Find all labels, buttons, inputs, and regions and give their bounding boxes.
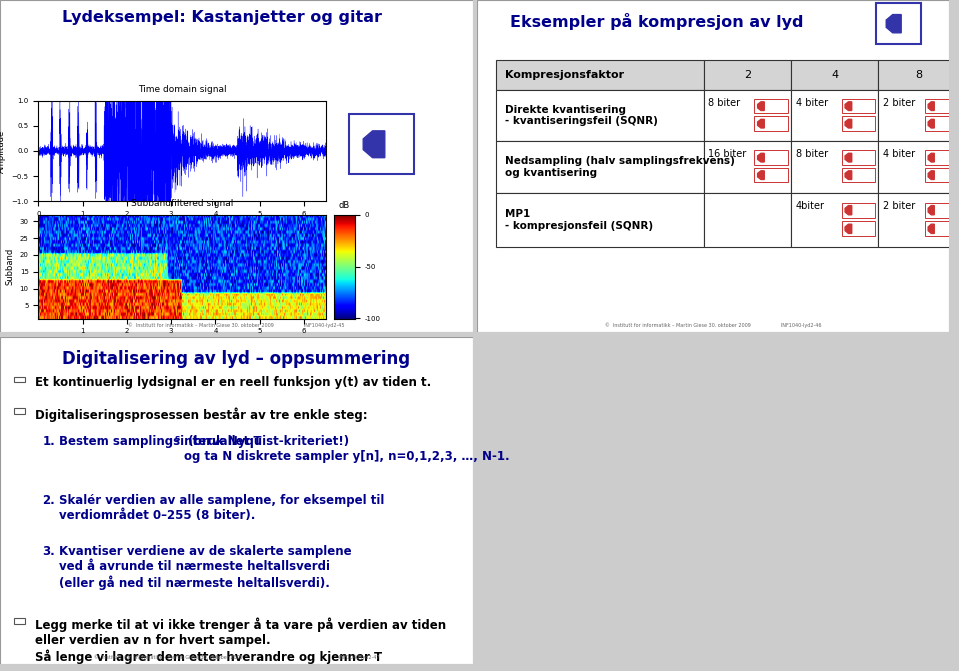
Text: 4: 4 (831, 70, 838, 80)
Text: Skalér verdien av alle samplene, for eksempel til
verdiområdet 0–255 (8 biter).: Skalér verdien av alle samplene, for eks… (59, 494, 385, 521)
Text: Kompresjonsfaktor: Kompresjonsfaktor (505, 70, 624, 80)
Text: Et kontinuerlig lydsignal er en reell funksjon y(t) av tiden t.: Et kontinuerlig lydsignal er en reell fu… (35, 376, 432, 389)
Polygon shape (845, 119, 852, 128)
Text: ©  Institutt for informatikk – Martin Giese 30. oktober 2009                    : © Institutt for informatikk – Martin Gie… (129, 323, 344, 328)
Y-axis label: Amplitude: Amplitude (0, 130, 6, 172)
Text: Digitaliseringsprosessen består av tre enkle steg:: Digitaliseringsprosessen består av tre e… (35, 407, 368, 422)
Text: 1.: 1. (42, 435, 56, 448)
Bar (842, 117, 875, 131)
Bar (878, 193, 959, 248)
Polygon shape (758, 153, 764, 162)
Bar (496, 60, 704, 90)
Bar (496, 90, 704, 141)
Bar (704, 141, 791, 193)
Bar (925, 168, 956, 183)
Text: 4 biter: 4 biter (883, 149, 915, 159)
Polygon shape (363, 131, 385, 158)
Bar (14, 408, 25, 413)
Text: ©  Institutt  for  informatikk – Martin Giese 30. oktober 2009                  : © Institutt for informatikk – Martin Gie… (94, 655, 379, 660)
Bar (842, 99, 875, 113)
Text: ©  Institutt for informatikk – Martin Giese 30. oktober 2009                    : © Institutt for informatikk – Martin Gie… (605, 323, 821, 328)
Title: Time domain signal: Time domain signal (138, 85, 226, 95)
Polygon shape (845, 224, 852, 234)
Text: 2.: 2. (42, 494, 56, 507)
Text: Digitalisering av lyd – oppsummering: Digitalisering av lyd – oppsummering (62, 350, 410, 368)
Bar (925, 150, 956, 165)
Text: Kvantiser verdiene av de skalerte samplene
ved å avrunde til nærmeste heltallsve: Kvantiser verdiene av de skalerte sample… (59, 545, 352, 590)
Bar (791, 60, 878, 90)
Bar (755, 168, 787, 183)
Bar (496, 193, 704, 248)
Text: Nedsampling (halv samplingsfrekvens)
og kvantisering: Nedsampling (halv samplingsfrekvens) og … (505, 156, 735, 178)
Bar (791, 193, 878, 248)
Y-axis label: Subband: Subband (5, 248, 14, 285)
Text: 4 biter: 4 biter (796, 97, 828, 107)
Text: 2 biter: 2 biter (883, 201, 916, 211)
Text: 4biter: 4biter (796, 201, 825, 211)
Text: 16 biter: 16 biter (709, 149, 746, 159)
Bar (878, 60, 959, 90)
Bar (842, 203, 875, 218)
Text: 2 biter: 2 biter (883, 97, 916, 107)
Polygon shape (928, 224, 934, 234)
Bar (14, 376, 25, 382)
Polygon shape (845, 102, 852, 111)
Text: 2: 2 (744, 70, 751, 80)
Bar (842, 221, 875, 236)
Bar (878, 141, 959, 193)
Bar (791, 141, 878, 193)
Polygon shape (928, 205, 934, 215)
Text: Bestem samplingsintervallet T: Bestem samplingsintervallet T (59, 435, 262, 448)
Bar (755, 117, 787, 131)
Polygon shape (845, 205, 852, 215)
Bar (842, 150, 875, 165)
Polygon shape (928, 119, 934, 128)
Text: 8: 8 (915, 70, 923, 80)
Text: Lydeksempel: Kastanjetter og gitar: Lydeksempel: Kastanjetter og gitar (62, 10, 383, 25)
Bar (14, 618, 25, 624)
Bar (704, 193, 791, 248)
Bar (925, 203, 956, 218)
Bar (925, 221, 956, 236)
Text: 3.: 3. (42, 545, 56, 558)
Text: dB: dB (339, 201, 350, 209)
Bar (755, 150, 787, 165)
Text: s: s (175, 433, 180, 443)
Bar (755, 99, 787, 113)
Text: MP1
- kompresjonsfeil (SQNR): MP1 - kompresjonsfeil (SQNR) (505, 209, 653, 231)
Polygon shape (758, 171, 764, 179)
Bar (704, 60, 791, 90)
Bar (791, 90, 878, 141)
Text: Legg merke til at vi ikke trenger å ta vare på verdien av tiden
eller verdien av: Legg merke til at vi ikke trenger å ta v… (35, 617, 447, 664)
Text: Eksempler på kompresjon av lyd: Eksempler på kompresjon av lyd (510, 13, 804, 30)
X-axis label: Time [s]: Time [s] (165, 223, 199, 231)
Text: 8 biter: 8 biter (709, 97, 740, 107)
Title: Subbandfiltered signal: Subbandfiltered signal (131, 199, 233, 209)
Polygon shape (928, 153, 934, 162)
Bar (704, 90, 791, 141)
Polygon shape (928, 102, 934, 111)
Polygon shape (758, 102, 764, 111)
Bar (925, 117, 956, 131)
X-axis label: Time [s]: Time [s] (165, 340, 199, 349)
Bar (878, 90, 959, 141)
Bar (925, 99, 956, 113)
Polygon shape (845, 153, 852, 162)
Polygon shape (886, 15, 901, 33)
Text: Direkte kvantisering
- kvantiseringsfeil (SQNR): Direkte kvantisering - kvantiseringsfeil… (505, 105, 658, 126)
Polygon shape (845, 171, 852, 179)
Bar (496, 141, 704, 193)
Polygon shape (758, 119, 764, 128)
Text: (bruk Nyquist-kriteriet!)
og ta N diskrete sampler y[n], n=0,1,2,3, …, N-1.: (bruk Nyquist-kriteriet!) og ta N diskre… (184, 435, 510, 463)
Bar (842, 168, 875, 183)
Text: 8 biter: 8 biter (796, 149, 828, 159)
Polygon shape (928, 171, 934, 179)
